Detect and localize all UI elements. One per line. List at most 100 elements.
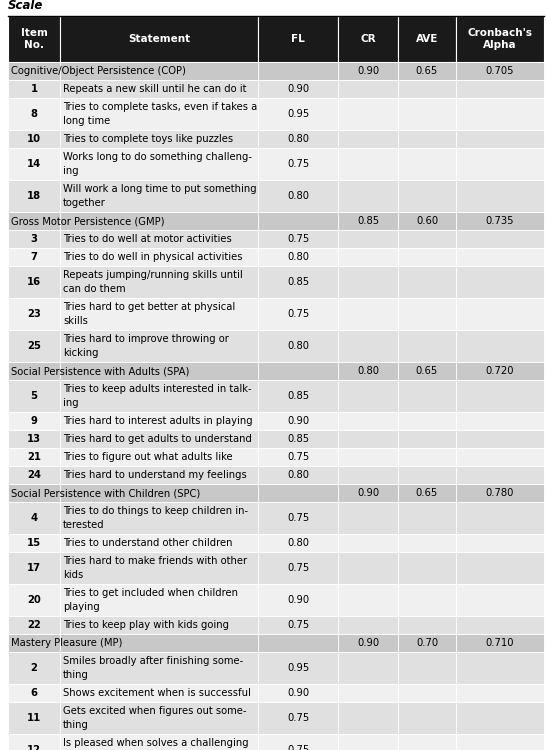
Bar: [258, 552, 338, 584]
Bar: [398, 430, 456, 448]
Bar: [456, 62, 544, 80]
Bar: [398, 380, 456, 412]
Text: 0.80: 0.80: [357, 366, 379, 376]
Text: FL: FL: [291, 34, 305, 44]
Bar: [258, 684, 338, 702]
Bar: [398, 684, 456, 702]
Bar: [8, 330, 544, 362]
Bar: [456, 652, 544, 684]
Text: Shows excitement when is successful: Shows excitement when is successful: [63, 688, 251, 698]
Bar: [338, 298, 398, 330]
Text: 3: 3: [31, 234, 38, 244]
Text: 0.75: 0.75: [287, 745, 309, 750]
Text: 0.95: 0.95: [287, 109, 309, 119]
Bar: [338, 534, 398, 552]
Text: Scale: Scale: [8, 0, 43, 12]
Bar: [8, 330, 60, 362]
Bar: [338, 634, 398, 652]
Bar: [258, 266, 338, 298]
Bar: [338, 16, 398, 62]
Bar: [258, 130, 338, 148]
Bar: [8, 534, 60, 552]
Text: 25: 25: [27, 341, 41, 351]
Bar: [338, 148, 398, 180]
Bar: [60, 266, 258, 298]
Bar: [456, 148, 544, 180]
Bar: [8, 98, 544, 130]
Bar: [258, 412, 338, 430]
Text: Statement: Statement: [128, 34, 190, 44]
Text: Tries to understand other children: Tries to understand other children: [63, 538, 233, 548]
Bar: [398, 130, 456, 148]
Bar: [338, 734, 398, 750]
Bar: [8, 248, 544, 266]
Bar: [8, 362, 60, 380]
Bar: [338, 430, 398, 448]
Bar: [258, 362, 338, 380]
Bar: [8, 484, 60, 502]
Text: 0.75: 0.75: [287, 513, 309, 523]
Text: 0.70: 0.70: [416, 638, 438, 648]
Bar: [60, 734, 258, 750]
Bar: [60, 466, 258, 484]
Text: Will work a long time to put something: Will work a long time to put something: [63, 184, 257, 194]
Text: Works long to do something challeng-: Works long to do something challeng-: [63, 152, 252, 162]
Text: Item
No.: Item No.: [21, 28, 48, 50]
Bar: [60, 180, 258, 212]
Text: 22: 22: [27, 620, 41, 630]
Text: kids: kids: [63, 570, 83, 580]
Bar: [258, 380, 338, 412]
Text: 0.75: 0.75: [287, 452, 309, 462]
Text: 0.65: 0.65: [416, 66, 438, 76]
Bar: [8, 230, 60, 248]
Bar: [60, 430, 258, 448]
Bar: [258, 330, 338, 362]
Bar: [60, 298, 258, 330]
Text: 0.735: 0.735: [486, 216, 514, 226]
Bar: [60, 130, 258, 148]
Bar: [456, 584, 544, 616]
Bar: [60, 362, 258, 380]
Text: can do them: can do them: [63, 284, 126, 294]
Bar: [60, 702, 258, 734]
Bar: [456, 380, 544, 412]
Text: 21: 21: [27, 452, 41, 462]
Text: ing: ing: [63, 398, 79, 408]
Text: playing: playing: [63, 602, 100, 612]
Bar: [8, 430, 544, 448]
Text: Tries to do well in physical activities: Tries to do well in physical activities: [63, 252, 242, 262]
Text: 0.75: 0.75: [287, 159, 309, 169]
Text: 0.705: 0.705: [486, 66, 514, 76]
Text: 0.75: 0.75: [287, 563, 309, 573]
Bar: [338, 466, 398, 484]
Bar: [338, 502, 398, 534]
Bar: [8, 534, 544, 552]
Bar: [258, 430, 338, 448]
Bar: [60, 16, 258, 62]
Bar: [258, 584, 338, 616]
Bar: [8, 266, 544, 298]
Text: Tries hard to make friends with other: Tries hard to make friends with other: [63, 556, 247, 566]
Bar: [8, 130, 60, 148]
Bar: [456, 98, 544, 130]
Text: 10: 10: [27, 134, 41, 144]
Bar: [258, 16, 338, 62]
Text: Tries hard to understand my feelings: Tries hard to understand my feelings: [63, 470, 247, 480]
Bar: [8, 448, 60, 466]
Text: 6: 6: [31, 688, 38, 698]
Bar: [60, 502, 258, 534]
Bar: [456, 298, 544, 330]
Bar: [8, 684, 544, 702]
Bar: [398, 148, 456, 180]
Bar: [338, 130, 398, 148]
Bar: [338, 330, 398, 362]
Bar: [8, 448, 544, 466]
Bar: [338, 98, 398, 130]
Bar: [398, 552, 456, 584]
Bar: [258, 230, 338, 248]
Text: 7: 7: [31, 252, 38, 262]
Bar: [8, 380, 60, 412]
Bar: [338, 212, 398, 230]
Text: 0.90: 0.90: [287, 416, 309, 426]
Bar: [8, 248, 60, 266]
